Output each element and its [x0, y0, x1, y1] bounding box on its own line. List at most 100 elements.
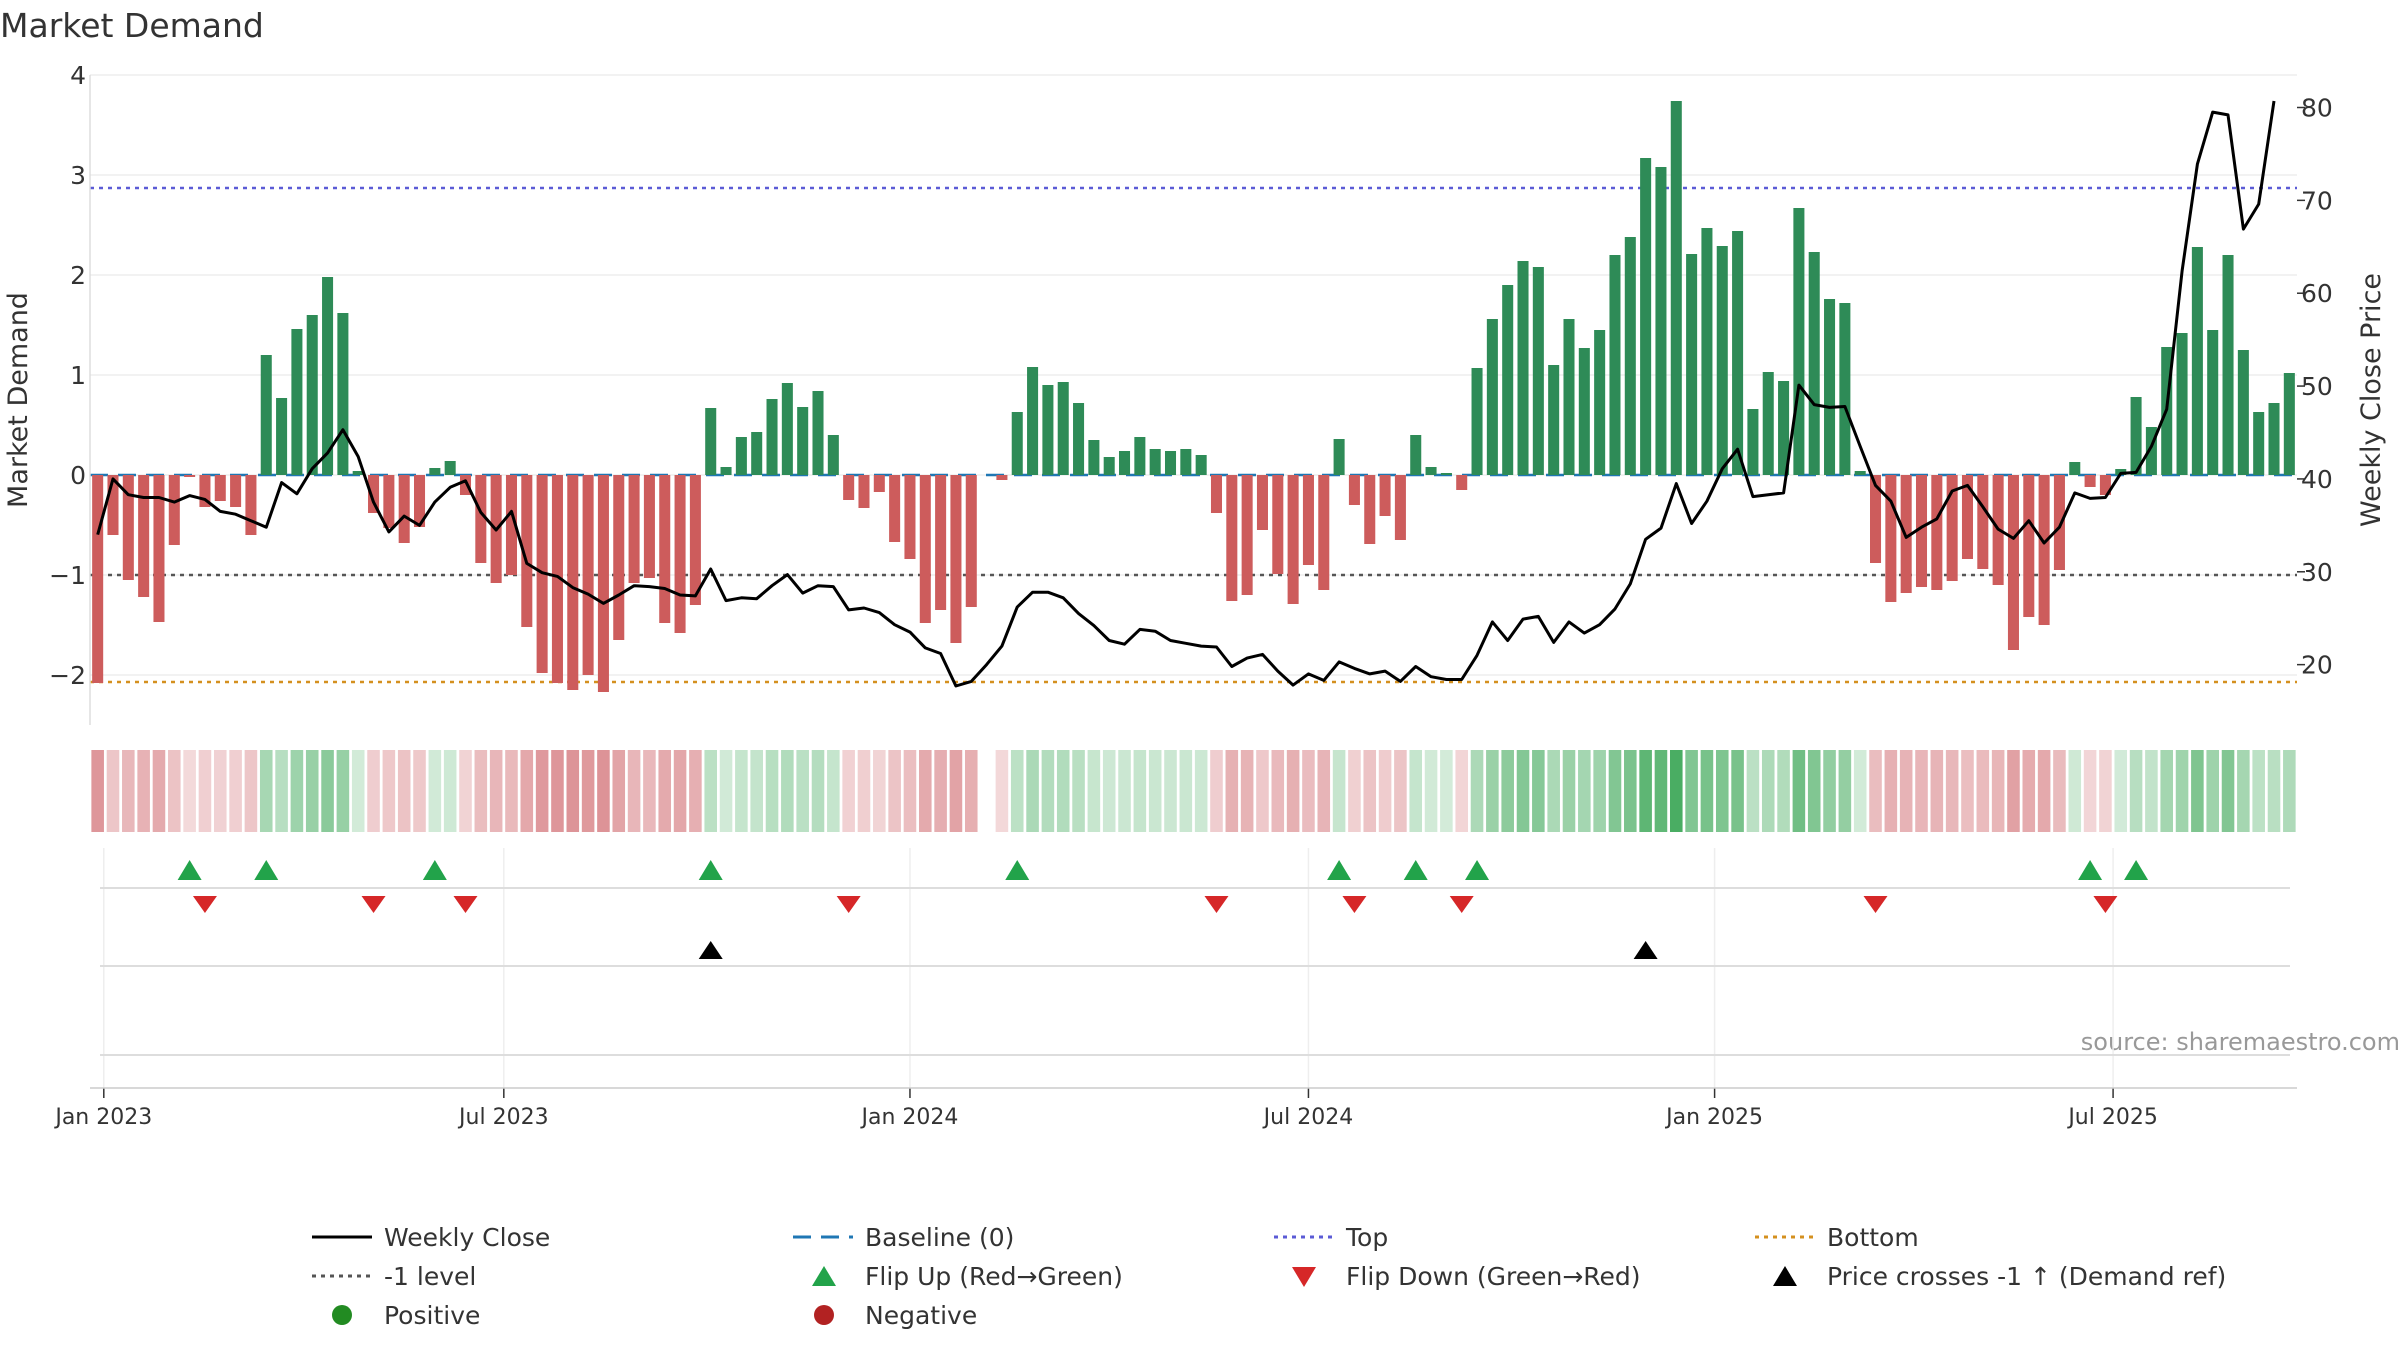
x-tick-label: Jan 2025 — [1664, 1105, 1763, 1130]
heat-cell — [1164, 750, 1177, 832]
demand-bar — [1302, 475, 1314, 565]
heat-cell — [1899, 750, 1913, 832]
demand-bar — [1931, 475, 1943, 590]
demand-bar — [1057, 382, 1069, 475]
demand-bar — [2084, 475, 2096, 487]
demand-bar — [1256, 475, 1268, 530]
heat-cell — [336, 750, 350, 832]
demand-bar — [2099, 475, 2111, 495]
demand-bar — [567, 475, 579, 690]
demand-bar — [1119, 451, 1131, 475]
demand-bar — [628, 475, 640, 583]
legend-label-baseline: Baseline (0) — [865, 1223, 1014, 1252]
heat-cell — [873, 750, 886, 832]
demand-bar — [322, 277, 334, 475]
reference-levels — [90, 186, 2297, 684]
heat-cell — [1348, 750, 1361, 832]
demand-bar — [2069, 462, 2081, 475]
heat-cell — [842, 750, 855, 832]
heat-cell — [505, 750, 518, 832]
heat-cell — [2114, 750, 2128, 832]
legend-label-flip-down: Flip Down (Green→Red) — [1346, 1262, 1641, 1291]
heat-cell — [1072, 750, 1085, 832]
heat-cell — [1838, 750, 1852, 832]
x-tick-label: Jul 2023 — [457, 1105, 549, 1130]
legend-item-positive: Positive — [332, 1301, 480, 1330]
heat-cell — [1363, 750, 1377, 832]
y-tick-right-label: 30 — [2301, 558, 2333, 587]
heat-cell — [397, 750, 411, 832]
heat-cell — [1853, 750, 1867, 832]
demand-bar — [1164, 451, 1177, 475]
legend-swatch-positive-icon — [332, 1305, 352, 1325]
flip-up-marker — [1403, 860, 1428, 880]
heat-cell — [1639, 750, 1652, 832]
flip-up-marker — [254, 860, 279, 880]
heat-cell — [428, 750, 442, 832]
heat-cell — [520, 750, 534, 832]
heat-cell — [1715, 750, 1729, 832]
demand-bar — [368, 475, 380, 513]
heat-cell — [673, 750, 687, 832]
demand-bar — [935, 475, 947, 610]
heat-cell — [2206, 750, 2219, 832]
heat-cell — [1823, 750, 1836, 832]
heat-cell — [1976, 750, 1990, 832]
demand-bar — [1686, 254, 1698, 475]
demand-bar — [1655, 167, 1667, 475]
heat-cell — [658, 750, 672, 832]
heat-cell — [1930, 750, 1944, 832]
demand-bar — [1732, 231, 1744, 475]
heat-cell — [2037, 750, 2051, 832]
demand-bar — [1716, 246, 1728, 475]
heat-cell — [1516, 750, 1530, 832]
demand-bar — [107, 475, 119, 535]
flip-up-marker — [1005, 860, 1030, 880]
demand-bar — [138, 475, 150, 597]
demand-bar — [1839, 303, 1851, 475]
demand-bar — [843, 475, 855, 500]
heat-cell — [244, 750, 258, 832]
demand-bar — [1961, 475, 1974, 559]
flip-down-marker — [2093, 896, 2118, 913]
demand-bar — [674, 475, 686, 633]
legend-item-flip-down: Flip Down (Green→Red) — [1292, 1262, 1641, 1291]
heat-cell — [1225, 750, 1239, 832]
heat-cell — [1578, 750, 1591, 832]
demand-bar — [613, 475, 625, 640]
demand-bar — [1073, 403, 1085, 475]
y-tick-left-label: 1 — [70, 361, 86, 390]
demand-bar — [1364, 475, 1376, 544]
chart-title: Market Demand — [0, 6, 264, 45]
heat-cell — [351, 750, 365, 832]
demand-bar — [1563, 319, 1575, 475]
heat-cell — [627, 750, 641, 832]
demand-bar — [459, 475, 472, 495]
legend-item-top: Top — [1274, 1223, 1388, 1252]
demand-bar — [2038, 475, 2050, 625]
demand-bar — [1609, 255, 1621, 475]
demand-bar — [1134, 437, 1146, 475]
flip-up-marker — [1465, 860, 1490, 880]
demand-bar — [1318, 475, 1330, 590]
demand-bar — [475, 475, 487, 563]
demand-bar — [1241, 475, 1253, 595]
flip-down-marker — [453, 896, 478, 913]
heat-cell — [827, 750, 840, 832]
heat-cell — [229, 750, 242, 832]
flip-up-marker — [698, 860, 723, 880]
heat-cell — [1547, 750, 1560, 832]
heat-cell — [1118, 750, 1131, 832]
demand-bar — [1348, 475, 1360, 505]
heat-cell — [1424, 750, 1438, 832]
demand-bar — [858, 475, 870, 508]
demand-bar — [812, 391, 824, 475]
heat-cell — [367, 750, 380, 832]
y-tick-right-label: 80 — [2301, 94, 2333, 123]
price-cross-marker — [698, 941, 723, 959]
demand-bar — [827, 435, 839, 475]
heat-cell — [91, 750, 104, 832]
heat-cell — [566, 750, 580, 832]
heat-cell — [2053, 750, 2066, 832]
demand-bar — [1854, 471, 1866, 475]
